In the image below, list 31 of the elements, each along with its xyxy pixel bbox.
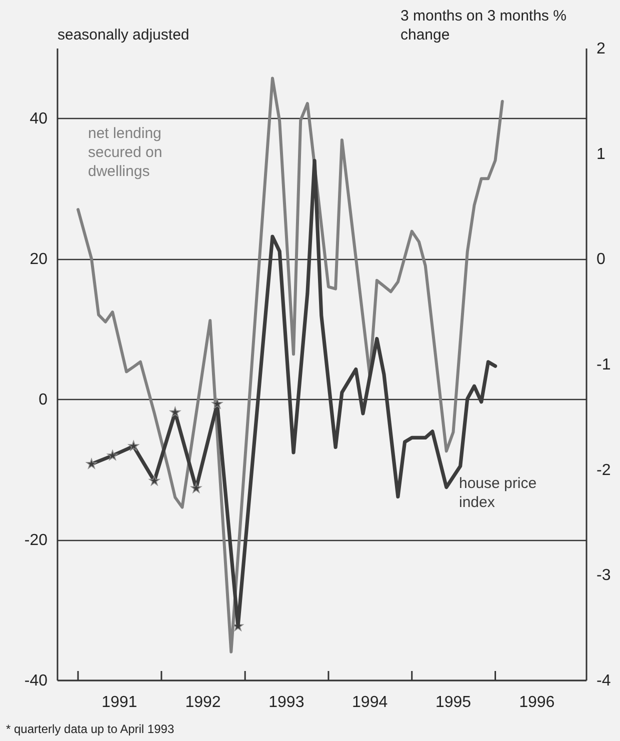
point [148, 475, 160, 486]
y2-tick-label: 0 [596, 251, 606, 268]
point [107, 450, 118, 460]
series-label: house price index [459, 475, 537, 511]
x-tick-label: 1996 [519, 694, 555, 711]
y2-tick-label: -2 [596, 462, 611, 479]
y2-tick-label: 2 [596, 40, 606, 58]
y-tick-label: -20 [24, 532, 48, 550]
point [170, 406, 181, 418]
x-tick-label: 1994 [352, 694, 388, 711]
point [190, 482, 202, 493]
y2-axis-title: 3 months on 3 months % change [400, 8, 566, 44]
y-tick-label: 20 [30, 251, 48, 268]
x-tick-label: 1995 [435, 694, 472, 711]
y-tick-label: 40 [30, 110, 48, 128]
point [212, 398, 223, 409]
y2-tick-label: 1 [596, 146, 606, 163]
y-tick-label: -40 [24, 672, 48, 690]
x-tick-label: 1991 [102, 694, 138, 711]
y2-tick-label: -3 [596, 567, 611, 584]
text: * quarterly data up to April 1993 [6, 722, 174, 736]
y2-tick-label: -1 [596, 356, 611, 374]
x-tick-label: 1993 [268, 694, 304, 711]
y-axis-title: seasonally adjusted [58, 26, 190, 44]
text: net lending secured on dwellings [88, 125, 162, 180]
y-tick-label: 0 [38, 392, 48, 409]
point [86, 458, 97, 469]
y2-tick-label: -4 [596, 672, 611, 690]
line-series [76, 76, 504, 654]
x-tick-label: 1992 [185, 694, 221, 711]
point [128, 440, 139, 451]
